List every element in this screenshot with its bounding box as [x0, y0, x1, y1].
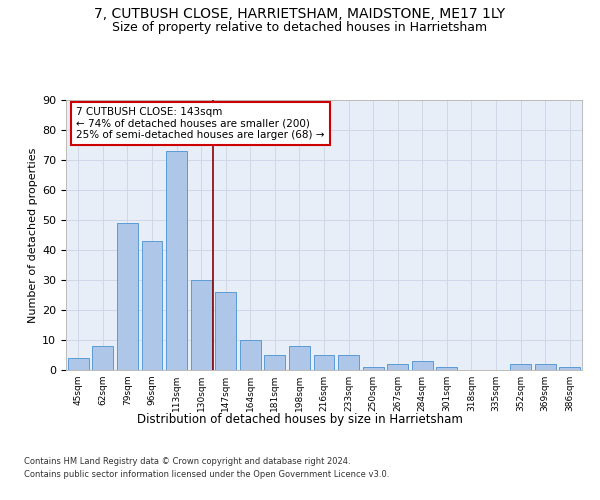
Bar: [142, 241, 163, 370]
Text: 7, CUTBUSH CLOSE, HARRIETSHAM, MAIDSTONE, ME17 1LY: 7, CUTBUSH CLOSE, HARRIETSHAM, MAIDSTONE…: [94, 8, 506, 22]
Bar: [215, 292, 236, 370]
Bar: [68, 358, 89, 370]
Bar: [387, 364, 408, 370]
Bar: [289, 346, 310, 370]
Bar: [436, 367, 457, 370]
Text: Contains HM Land Registry data © Crown copyright and database right 2024.: Contains HM Land Registry data © Crown c…: [24, 458, 350, 466]
Bar: [338, 355, 359, 370]
Bar: [314, 355, 334, 370]
Bar: [510, 364, 531, 370]
Bar: [92, 346, 113, 370]
Text: Contains public sector information licensed under the Open Government Licence v3: Contains public sector information licen…: [24, 470, 389, 479]
Bar: [412, 361, 433, 370]
Bar: [362, 367, 383, 370]
Bar: [535, 364, 556, 370]
Bar: [559, 367, 580, 370]
Text: 7 CUTBUSH CLOSE: 143sqm
← 74% of detached houses are smaller (200)
25% of semi-d: 7 CUTBUSH CLOSE: 143sqm ← 74% of detache…: [76, 107, 325, 140]
Bar: [117, 223, 138, 370]
Bar: [240, 340, 261, 370]
Bar: [166, 151, 187, 370]
Text: Distribution of detached houses by size in Harrietsham: Distribution of detached houses by size …: [137, 412, 463, 426]
Bar: [191, 280, 212, 370]
Y-axis label: Number of detached properties: Number of detached properties: [28, 148, 38, 322]
Text: Size of property relative to detached houses in Harrietsham: Size of property relative to detached ho…: [112, 21, 488, 34]
Bar: [265, 355, 286, 370]
